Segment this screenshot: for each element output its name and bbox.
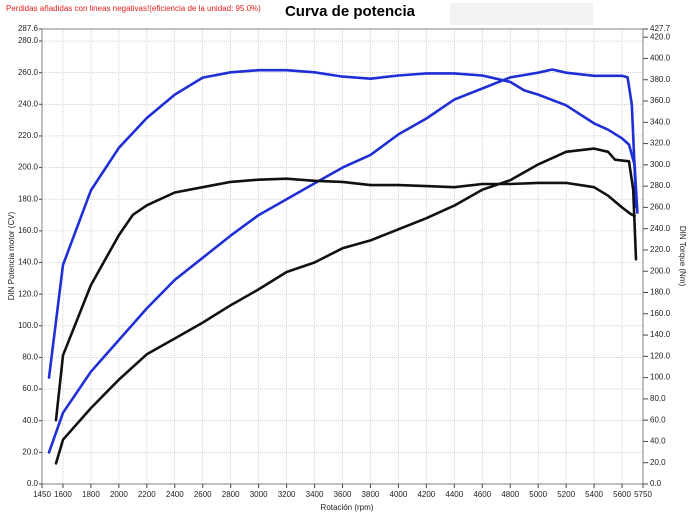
y2-tick-label: 360.0 — [650, 96, 671, 105]
x-tick-label: 1600 — [54, 490, 72, 499]
y-tick-label: 260.0 — [18, 68, 39, 77]
y2-tick-label: 300.0 — [650, 160, 671, 169]
series-line — [54, 177, 636, 422]
x-tick-label: 2800 — [222, 490, 240, 499]
y2-tick-label: 200.0 — [650, 266, 671, 275]
y-tick-label: 20.0 — [22, 447, 38, 456]
y-tick-label: 287.6 — [18, 24, 39, 33]
x-tick-label: 4000 — [390, 490, 408, 499]
y2-axis-label: DIN Torque (Nm) — [678, 226, 687, 287]
y-tick-label: 240.0 — [18, 99, 39, 108]
y2-tick-label: 140.0 — [650, 330, 671, 339]
y2-tick-label: 40.0 — [650, 437, 666, 446]
y2-tick-label: 20.0 — [650, 458, 666, 467]
y-tick-label: 180.0 — [18, 194, 39, 203]
x-tick-label: 4400 — [445, 490, 463, 499]
x-tick-label: 2200 — [138, 490, 156, 499]
x-tick-label: 1800 — [82, 490, 100, 499]
header-box — [450, 3, 593, 25]
y-tick-label: 120.0 — [18, 289, 39, 298]
series-line — [47, 68, 638, 454]
y2-tick-label: 60.0 — [650, 415, 666, 424]
y2-tick-label: 240.0 — [650, 224, 671, 233]
x-tick-label: 3400 — [306, 490, 324, 499]
y2-tick-label: 120.0 — [650, 351, 671, 360]
y-tick-label: 280.0 — [18, 36, 39, 45]
y2-tick-label: 320.0 — [650, 139, 671, 148]
x-tick-label: 4800 — [501, 490, 519, 499]
x-tick-label: 2000 — [110, 490, 128, 499]
y-tick-label: 60.0 — [22, 384, 38, 393]
y2-tick-label: 160.0 — [650, 309, 671, 318]
y-tick-label: 160.0 — [18, 226, 39, 235]
plot-frame — [41, 28, 644, 485]
x-tick-label: 3600 — [334, 490, 352, 499]
x-tick-label: 5400 — [585, 490, 603, 499]
y-axis-label: DIN Potencia motor (CV) — [7, 211, 16, 300]
y2-tick-label: 340.0 — [650, 117, 671, 126]
x-tick-label: 3200 — [278, 490, 296, 499]
y-tick-label: 0.0 — [27, 479, 39, 488]
subtitle: Perdidas añadidas con lineas negativas!(… — [6, 4, 261, 13]
x-tick-label: 1450 — [33, 490, 51, 499]
x-tick-label: 2600 — [194, 490, 212, 499]
y-tick-label: 140.0 — [18, 258, 39, 267]
y-tick-label: 220.0 — [18, 131, 39, 140]
y2-tick-label: 180.0 — [650, 288, 671, 297]
x-tick-label: 5200 — [557, 490, 575, 499]
y-tick-label: 100.0 — [18, 321, 39, 330]
y2-tick-label: 280.0 — [650, 181, 671, 190]
series-line — [47, 68, 639, 379]
x-tick-label: 3800 — [362, 490, 380, 499]
y2-tick-label: 380.0 — [650, 75, 671, 84]
y-tick-label: 80.0 — [22, 353, 38, 362]
y2-tick-label: 220.0 — [650, 245, 671, 254]
y-tick-label: 40.0 — [22, 416, 38, 425]
y2-tick-label: 0.0 — [650, 479, 662, 488]
x-tick-label: 2400 — [166, 490, 184, 499]
series-line — [54, 147, 638, 465]
x-tick-label: 5000 — [529, 490, 547, 499]
x-tick-label: 5750 — [634, 490, 652, 499]
y2-tick-label: 100.0 — [650, 373, 671, 382]
x-tick-label: 3000 — [250, 490, 268, 499]
x-axis-label: Rotación (rpm) — [321, 503, 374, 512]
y-tick-label: 200.0 — [18, 163, 39, 172]
y2-tick-label: 420.0 — [650, 32, 671, 41]
y2-tick-label: 400.0 — [650, 54, 671, 63]
x-tick-label: 4200 — [417, 490, 435, 499]
y2-tick-label: 260.0 — [650, 203, 671, 212]
x-tick-label: 5600 — [613, 490, 631, 499]
y2-tick-label: 80.0 — [650, 394, 666, 403]
y2-tick-label: 427.7 — [650, 24, 671, 33]
chart-title: Curva de potencia — [285, 3, 416, 20]
x-tick-label: 4600 — [473, 490, 491, 499]
